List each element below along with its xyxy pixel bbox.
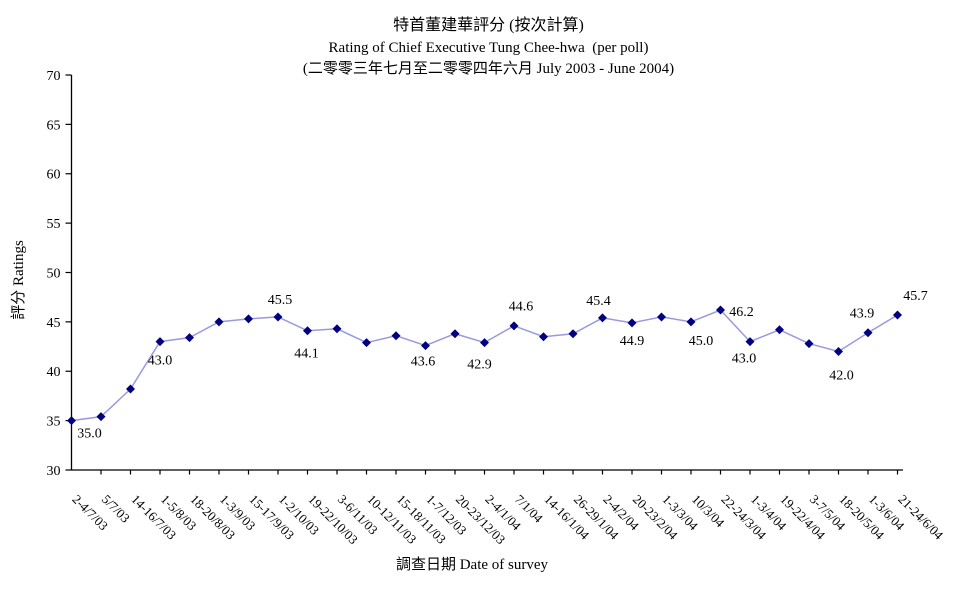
y-axis-tick-label: 45 bbox=[47, 316, 61, 331]
data-point-marker bbox=[804, 339, 814, 349]
y-axis-tick-label: 40 bbox=[47, 365, 61, 380]
data-point-label: 43.6 bbox=[411, 355, 436, 370]
chart-title-block: 特首董建華評分 (按次計算) Rating of Chief Executive… bbox=[0, 14, 977, 80]
data-point-label: 46.2 bbox=[729, 305, 754, 320]
data-point-label: 44.1 bbox=[294, 347, 319, 362]
data-point-label: 35.0 bbox=[77, 427, 102, 442]
data-point-marker bbox=[686, 317, 696, 327]
data-point-marker bbox=[303, 326, 312, 336]
data-point-label: 44.9 bbox=[620, 334, 645, 349]
y-axis-tick-label: 35 bbox=[47, 415, 61, 430]
data-point-marker bbox=[214, 317, 224, 327]
data-point-marker bbox=[273, 312, 283, 322]
data-point-marker bbox=[450, 329, 460, 339]
data-point-marker bbox=[834, 347, 843, 356]
data-point-marker bbox=[421, 341, 430, 351]
data-point-marker bbox=[716, 305, 725, 315]
data-point-marker bbox=[126, 384, 135, 394]
data-point-label: 45.4 bbox=[586, 294, 611, 309]
data-point-marker bbox=[627, 318, 637, 328]
data-point-label: 44.6 bbox=[509, 300, 534, 315]
y-axis-tick-label: 60 bbox=[47, 168, 61, 183]
data-point-label: 45.0 bbox=[689, 334, 714, 349]
data-point-label: 43.0 bbox=[732, 352, 757, 367]
chart-title-english: Rating of Chief Executive Tung Chee-hwa … bbox=[328, 40, 649, 56]
chart-title-period: (二零零三年七月至二零零四年六月 July 2003 - June 2004) bbox=[302, 61, 675, 77]
y-axis-tick-label: 30 bbox=[47, 464, 61, 479]
data-point-marker bbox=[775, 325, 784, 335]
data-point-marker bbox=[96, 412, 106, 422]
x-axis-title: 調查日期 Date of survey bbox=[395, 557, 549, 573]
data-point-marker bbox=[67, 416, 76, 426]
data-point-marker bbox=[244, 314, 253, 324]
data-point-label: 45.5 bbox=[268, 293, 293, 308]
y-axis-tick-label: 65 bbox=[47, 118, 61, 133]
data-point-marker bbox=[568, 329, 578, 339]
data-point-marker bbox=[332, 324, 342, 334]
y-axis-tick-label: 55 bbox=[47, 217, 61, 232]
data-point-marker bbox=[893, 310, 902, 320]
data-point-marker bbox=[598, 313, 607, 323]
data-point-label: 43.0 bbox=[148, 354, 173, 369]
data-point-marker bbox=[362, 338, 371, 348]
data-point-label: 42.9 bbox=[467, 358, 492, 373]
data-point-marker bbox=[745, 337, 755, 347]
data-point-label: 45.7 bbox=[903, 289, 928, 304]
data-point-label: 43.9 bbox=[850, 307, 875, 322]
y-axis-tick-label: 70 bbox=[47, 69, 61, 84]
data-point-marker bbox=[863, 328, 873, 338]
chart-title-chinese: 特首董建華評分 (按次計算) bbox=[393, 17, 584, 34]
data-point-marker bbox=[391, 331, 401, 341]
data-point-label: 42.0 bbox=[829, 368, 854, 383]
y-axis-tick-label: 50 bbox=[47, 266, 61, 281]
data-point-marker bbox=[185, 333, 194, 343]
data-point-marker bbox=[509, 321, 519, 331]
data-point-marker bbox=[480, 338, 489, 348]
data-point-marker bbox=[539, 332, 548, 342]
data-point-marker bbox=[155, 337, 165, 347]
data-point-marker bbox=[657, 312, 666, 322]
